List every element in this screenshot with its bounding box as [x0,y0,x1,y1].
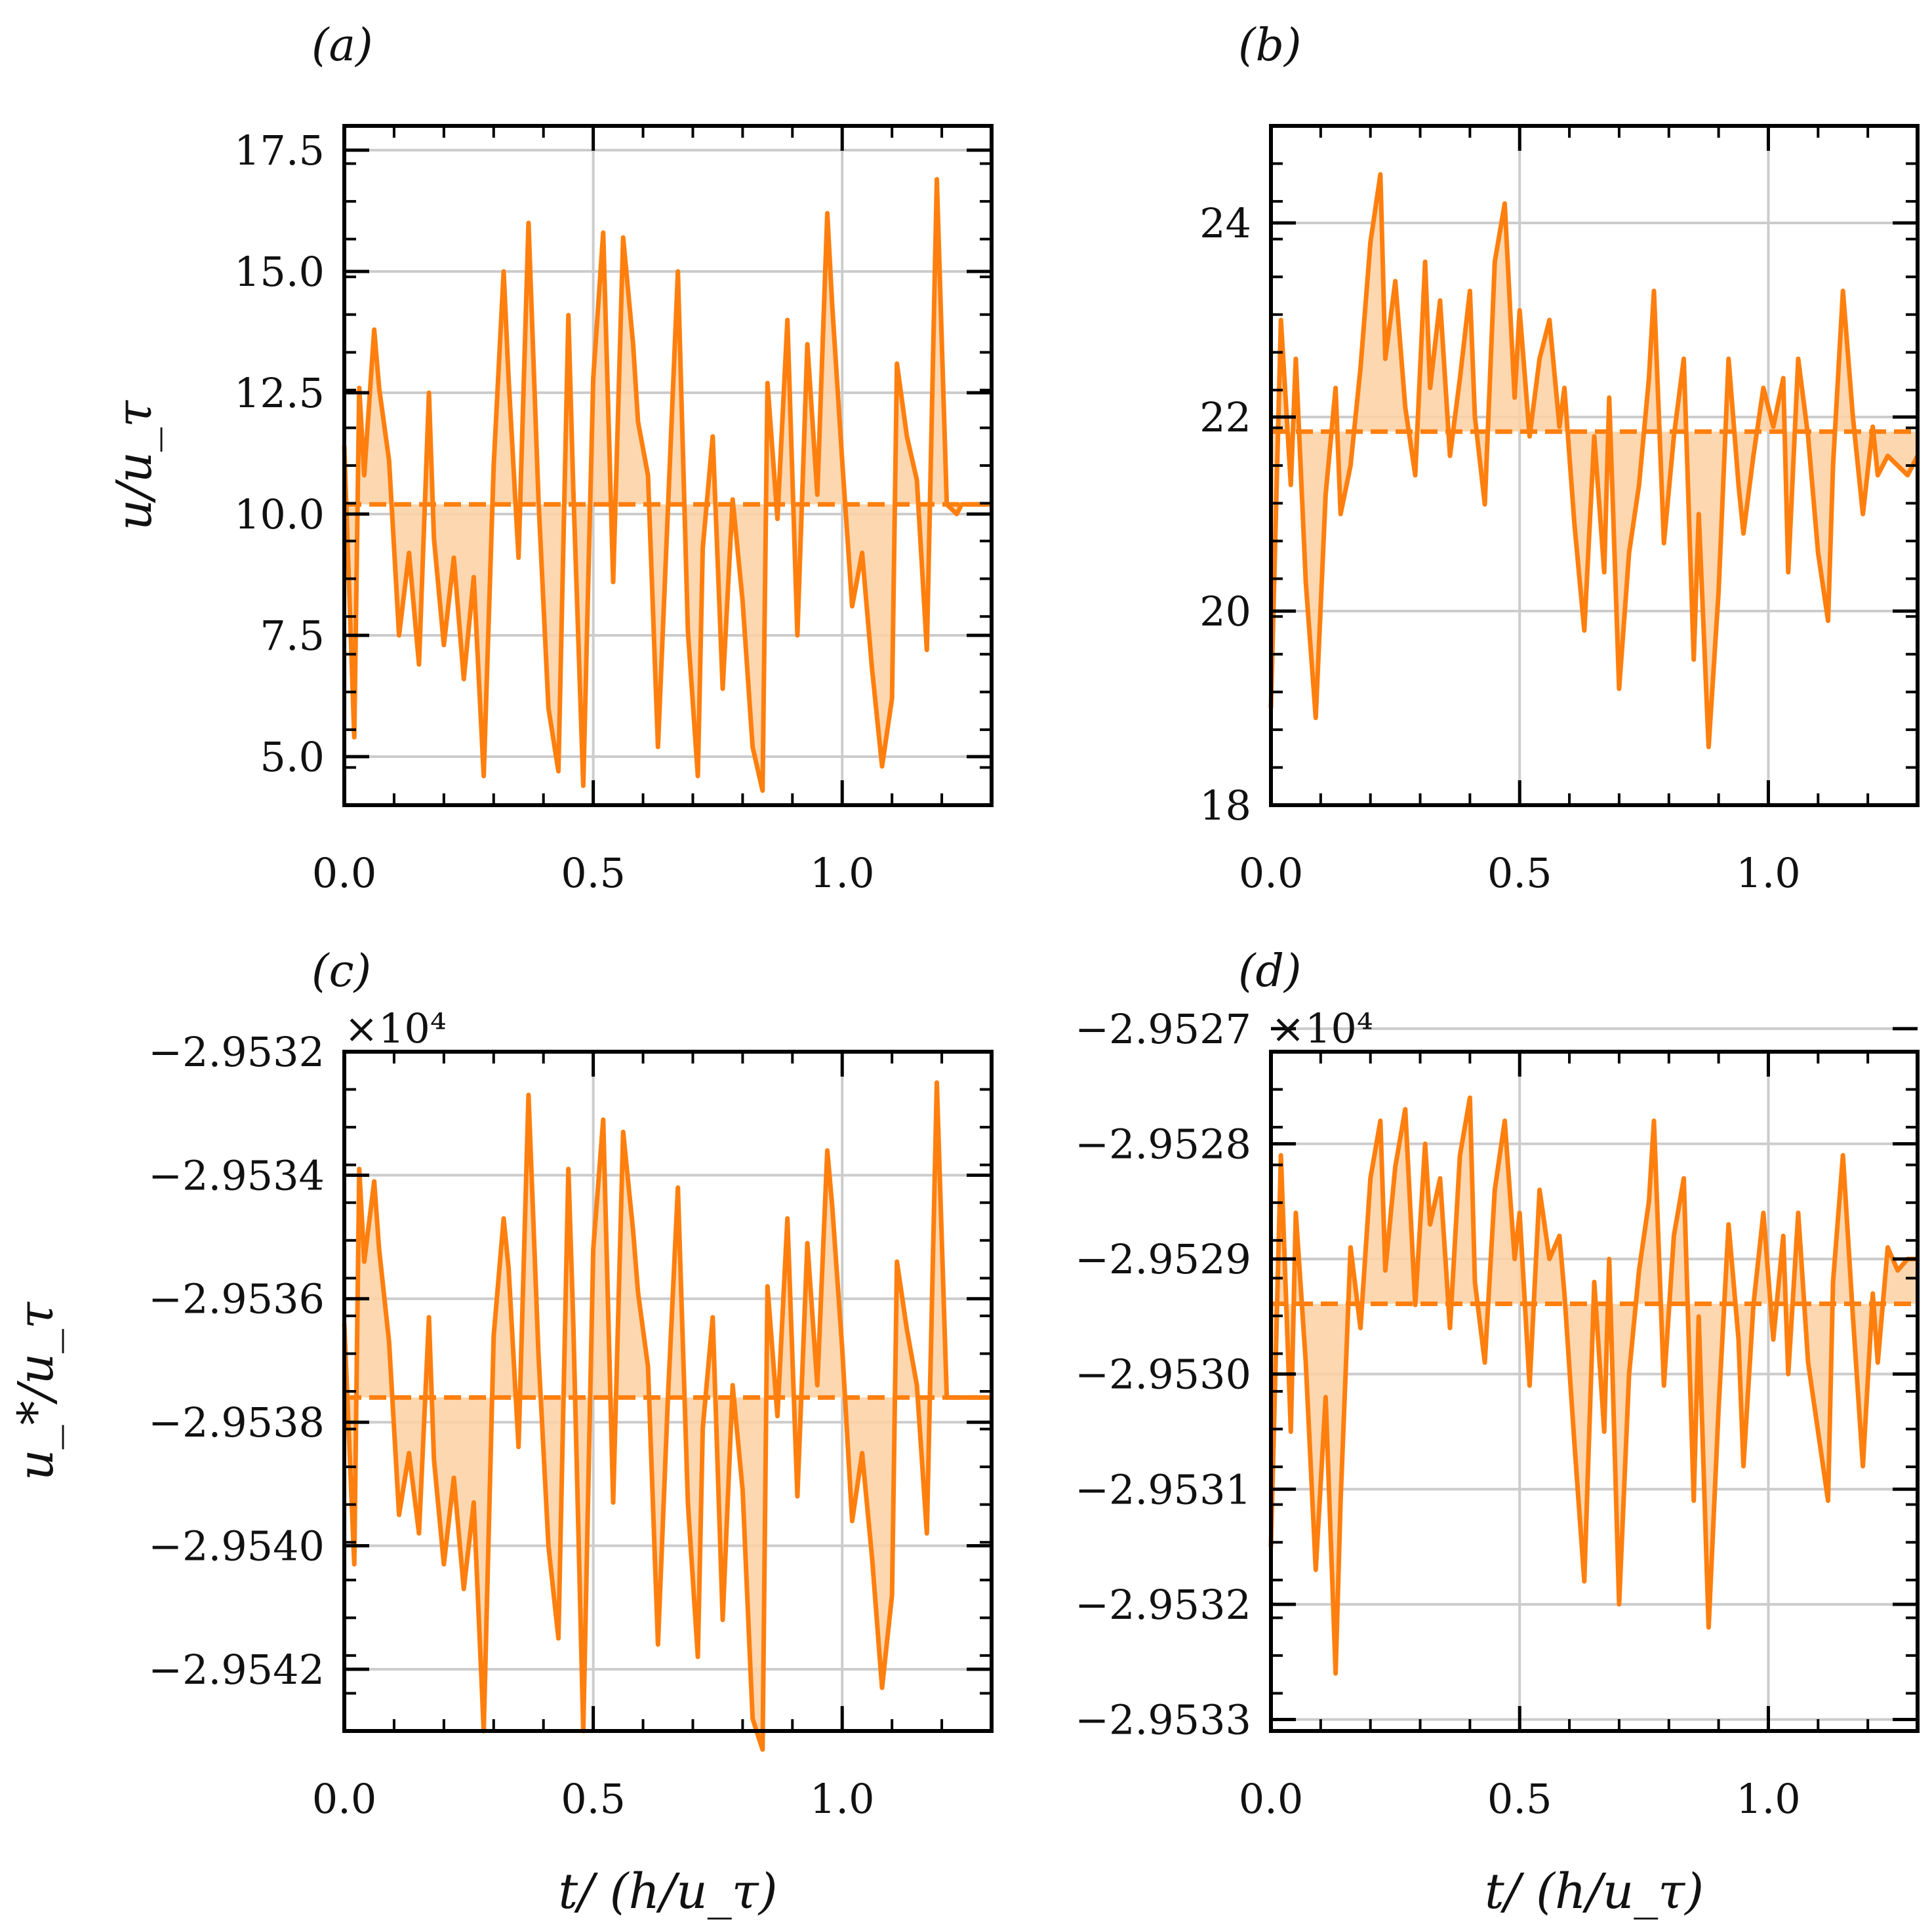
offset-label-d: ×10⁴ [1271,1004,1373,1052]
y-axis-label-a: u/u_τ [106,400,163,530]
mean-deviation-fill-b [1271,174,1918,747]
y-tick-label-d-0: −2.9533 [1075,1696,1251,1743]
mean-deviation-fill-d [1271,1098,1918,1674]
y-tick-label-b-0: 18 [1199,782,1251,829]
x-tick-label-c-1: 0.5 [561,1775,626,1823]
x-tick-label-c-0: 0.0 [312,1775,377,1823]
y-tick-label-b-2: 22 [1199,393,1251,441]
plot-frame-c [342,1050,994,1733]
y-tick-label-c-5: −2.9532 [148,1028,325,1076]
plot-frame-b [1269,124,1920,807]
plot-frame-a [342,124,994,807]
y-tick-label-d-4: −2.9529 [1075,1235,1251,1283]
panel-c: 0.0 0.5 1.0 −2.9542 −2.9540 −2.9538 −2.9536 −2.… [8,945,994,1920]
y-tick-label-a-1: 7.5 [260,612,325,660]
offset-label-c: ×10⁴ [344,1004,447,1052]
panel-d: 0.0 0.5 1.0 −2.9533 −2.9532 −2.9531 −2.9530 −2.… [1075,945,1920,1920]
y-tick-label-d-2: −2.9531 [1075,1465,1251,1513]
y-tick-label-a-5: 17.5 [234,127,325,174]
panel-a: 0.0 0.5 1.0 5.0 7.5 10.0 12.5 15.0 17.5 (a) u/u_τ [106,20,994,897]
y-tick-label-a-3: 12.5 [234,369,325,417]
y-tick-label-c-0: −2.9542 [148,1646,325,1694]
x-tick-label-a-0: 0.0 [312,849,377,897]
y-axis-label-c: u_*/u_τ [8,1302,64,1481]
x-tick-label-d-0: 0.0 [1239,1775,1304,1823]
panel-label-a: (a) [312,20,373,71]
y-tick-label-c-2: −2.9538 [148,1399,325,1446]
y-tick-label-a-0: 5.0 [260,733,325,781]
series-line-a [342,176,992,793]
x-axis-label-c: t/ (h/u_τ) [558,1863,777,1920]
y-tick-label-d-5: −2.9528 [1075,1120,1251,1168]
plot-frame-d [1269,1050,1920,1733]
series-line-b [1268,172,1920,749]
y-tick-label-c-1: −2.9540 [148,1522,325,1570]
y-tick-label-a-2: 10.0 [234,490,325,538]
x-tick-label-a-1: 0.5 [561,849,626,897]
y-tick-label-c-4: −2.9534 [148,1151,325,1199]
y-tick-label-d-1: −2.9532 [1075,1581,1251,1629]
panel-label-b: (b) [1238,20,1302,71]
x-tick-label-b-0: 0.0 [1239,849,1304,897]
panel-label-d: (d) [1238,945,1302,997]
panel-b: 0.0 0.5 1.0 18 20 22 24 (b) [1199,20,1920,897]
y-tick-label-b-3: 24 [1199,199,1251,247]
y-tick-label-d-6: −2.9527 [1075,1005,1251,1053]
series-line-c [342,1080,992,1752]
x-tick-label-d-2: 1.0 [1736,1775,1801,1823]
x-tick-label-c-2: 1.0 [810,1775,875,1823]
y-tick-label-d-3: −2.9530 [1075,1351,1251,1399]
x-tick-label-b-2: 1.0 [1736,849,1801,897]
x-axis-label-d: t/ (h/u_τ) [1485,1863,1704,1920]
x-tick-label-a-2: 1.0 [810,849,875,897]
y-tick-label-c-3: −2.9536 [148,1275,325,1323]
panel-label-c: (c) [312,945,371,997]
x-tick-label-d-1: 0.5 [1487,1775,1552,1823]
y-tick-label-a-4: 15.0 [234,248,325,296]
x-tick-label-b-1: 0.5 [1487,849,1552,897]
y-tick-label-b-1: 20 [1199,587,1251,635]
series-line-d [1268,1095,1918,1676]
